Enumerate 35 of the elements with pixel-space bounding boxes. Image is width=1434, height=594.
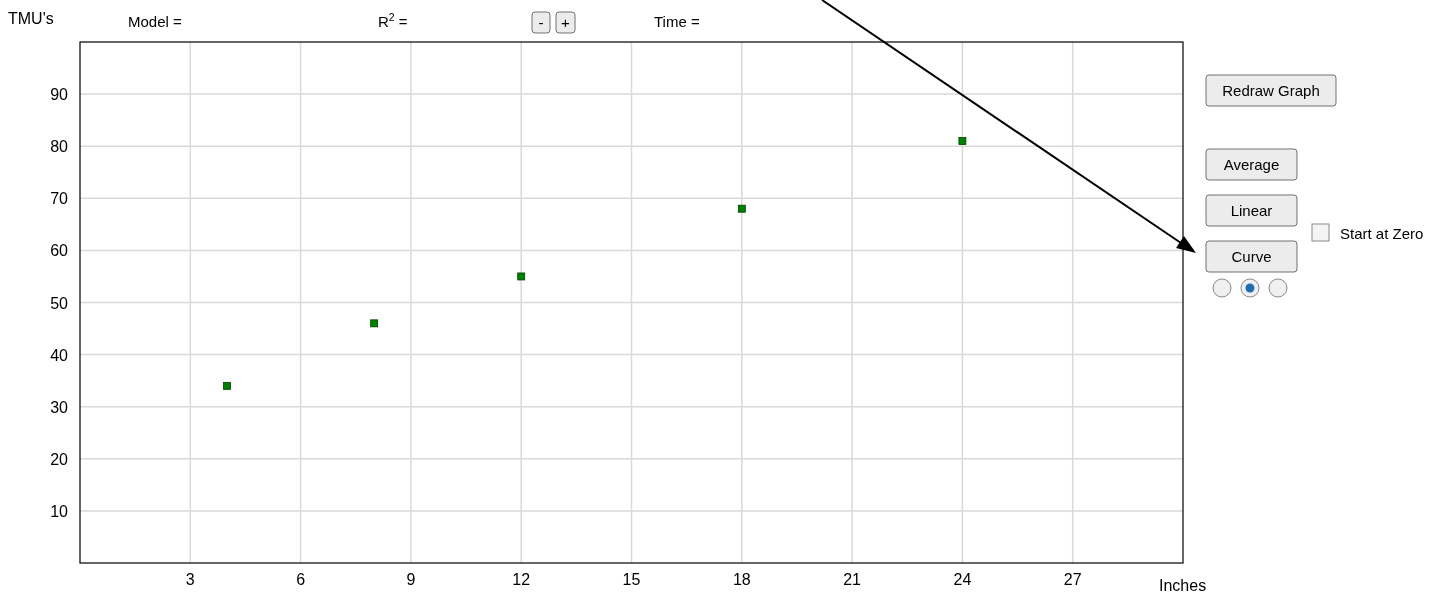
y-tick-label: 10 <box>50 502 69 520</box>
text: Start at Zero <box>1340 225 1424 242</box>
y-tick-label: 40 <box>50 346 69 364</box>
x-tick-label: 3 <box>185 571 195 588</box>
x-tick-label: 18 <box>732 571 751 588</box>
x-tick-label: 24 <box>953 571 972 588</box>
point <box>737 204 746 213</box>
text: - <box>538 13 544 31</box>
point <box>370 319 379 328</box>
y-tick-label: 50 <box>50 294 69 312</box>
y-tick-label: 80 <box>50 138 69 156</box>
text: Linear <box>1230 201 1273 219</box>
x-tick-label: 27 <box>1063 571 1082 588</box>
point <box>223 381 231 390</box>
x-tick-label: 15 <box>622 571 641 588</box>
x-tick-label: 12 <box>512 571 531 588</box>
text: Redraw Graph <box>1222 81 1320 99</box>
y-tick-label: 20 <box>50 450 69 468</box>
x-tick-label: 21 <box>843 571 862 588</box>
text: Time = <box>654 13 700 30</box>
x-axis-title: Inches <box>1159 577 1207 594</box>
point <box>958 137 967 145</box>
x-tick-label: 9 <box>406 571 416 588</box>
text: R$^{2}$ = <box>378 11 408 30</box>
text: + <box>561 13 571 31</box>
x-tick-label: 6 <box>296 571 306 588</box>
point <box>517 272 526 281</box>
y-tick-label: 30 <box>50 398 69 416</box>
y-tick-label: 70 <box>50 190 69 208</box>
text: Average <box>1223 155 1280 173</box>
text: Model = <box>128 13 183 30</box>
y-tick-label: 60 <box>50 242 69 260</box>
text: Curve <box>1231 247 1272 265</box>
y-axis-title: TMU's <box>8 10 54 27</box>
y-tick-label: 90 <box>50 86 69 104</box>
